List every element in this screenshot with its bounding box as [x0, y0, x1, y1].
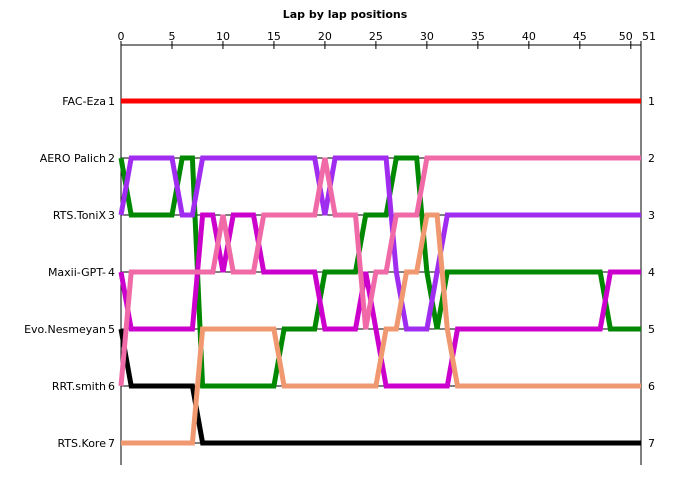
- driver-label: Maxii-GPT-: [48, 266, 106, 279]
- x-tick-label: 5: [168, 30, 175, 43]
- y-tick-label-right: 7: [648, 437, 655, 450]
- x-tick-label: 40: [522, 30, 536, 43]
- y-tick-label-right: 6: [648, 380, 655, 393]
- x-tick-label: 45: [573, 30, 587, 43]
- y-tick-label-right: 1: [648, 95, 655, 108]
- y-tick-label-left: 5: [108, 323, 115, 336]
- y-tick-label-left: 1: [108, 95, 115, 108]
- x-tick-label: 15: [267, 30, 281, 43]
- y-tick-label-right: 4: [648, 266, 655, 279]
- driver-label: FAC-Eza: [62, 95, 106, 108]
- x-tick-label: 51: [642, 30, 656, 43]
- driver-label: RRT.smith: [52, 380, 106, 393]
- x-tick-label: 20: [318, 30, 332, 43]
- driver-label: Evo.Nesmeyan: [24, 323, 106, 336]
- y-tick-label-right: 5: [648, 323, 655, 336]
- driver-label: RTS.Kore: [58, 437, 107, 450]
- driver-label: RTS.ToniX: [53, 209, 107, 222]
- x-tick-label: 50: [619, 30, 633, 43]
- y-tick-label-left: 3: [108, 209, 115, 222]
- y-tick-label-left: 2: [108, 152, 115, 165]
- chart-title: Lap by lap positions: [283, 8, 408, 21]
- y-tick-label-left: 7: [108, 437, 115, 450]
- x-tick-label: 35: [471, 30, 485, 43]
- x-tick-label: 10: [216, 30, 230, 43]
- y-tick-label-right: 2: [648, 152, 655, 165]
- driver-label: AERO Palich: [40, 152, 106, 165]
- x-tick-label: 30: [420, 30, 434, 43]
- y-tick-label-left: 4: [108, 266, 115, 279]
- y-tick-label-right: 3: [648, 209, 655, 222]
- y-tick-label-left: 6: [108, 380, 115, 393]
- x-tick-label: 0: [118, 30, 125, 43]
- x-tick-label: 25: [369, 30, 383, 43]
- series-group: [121, 101, 641, 443]
